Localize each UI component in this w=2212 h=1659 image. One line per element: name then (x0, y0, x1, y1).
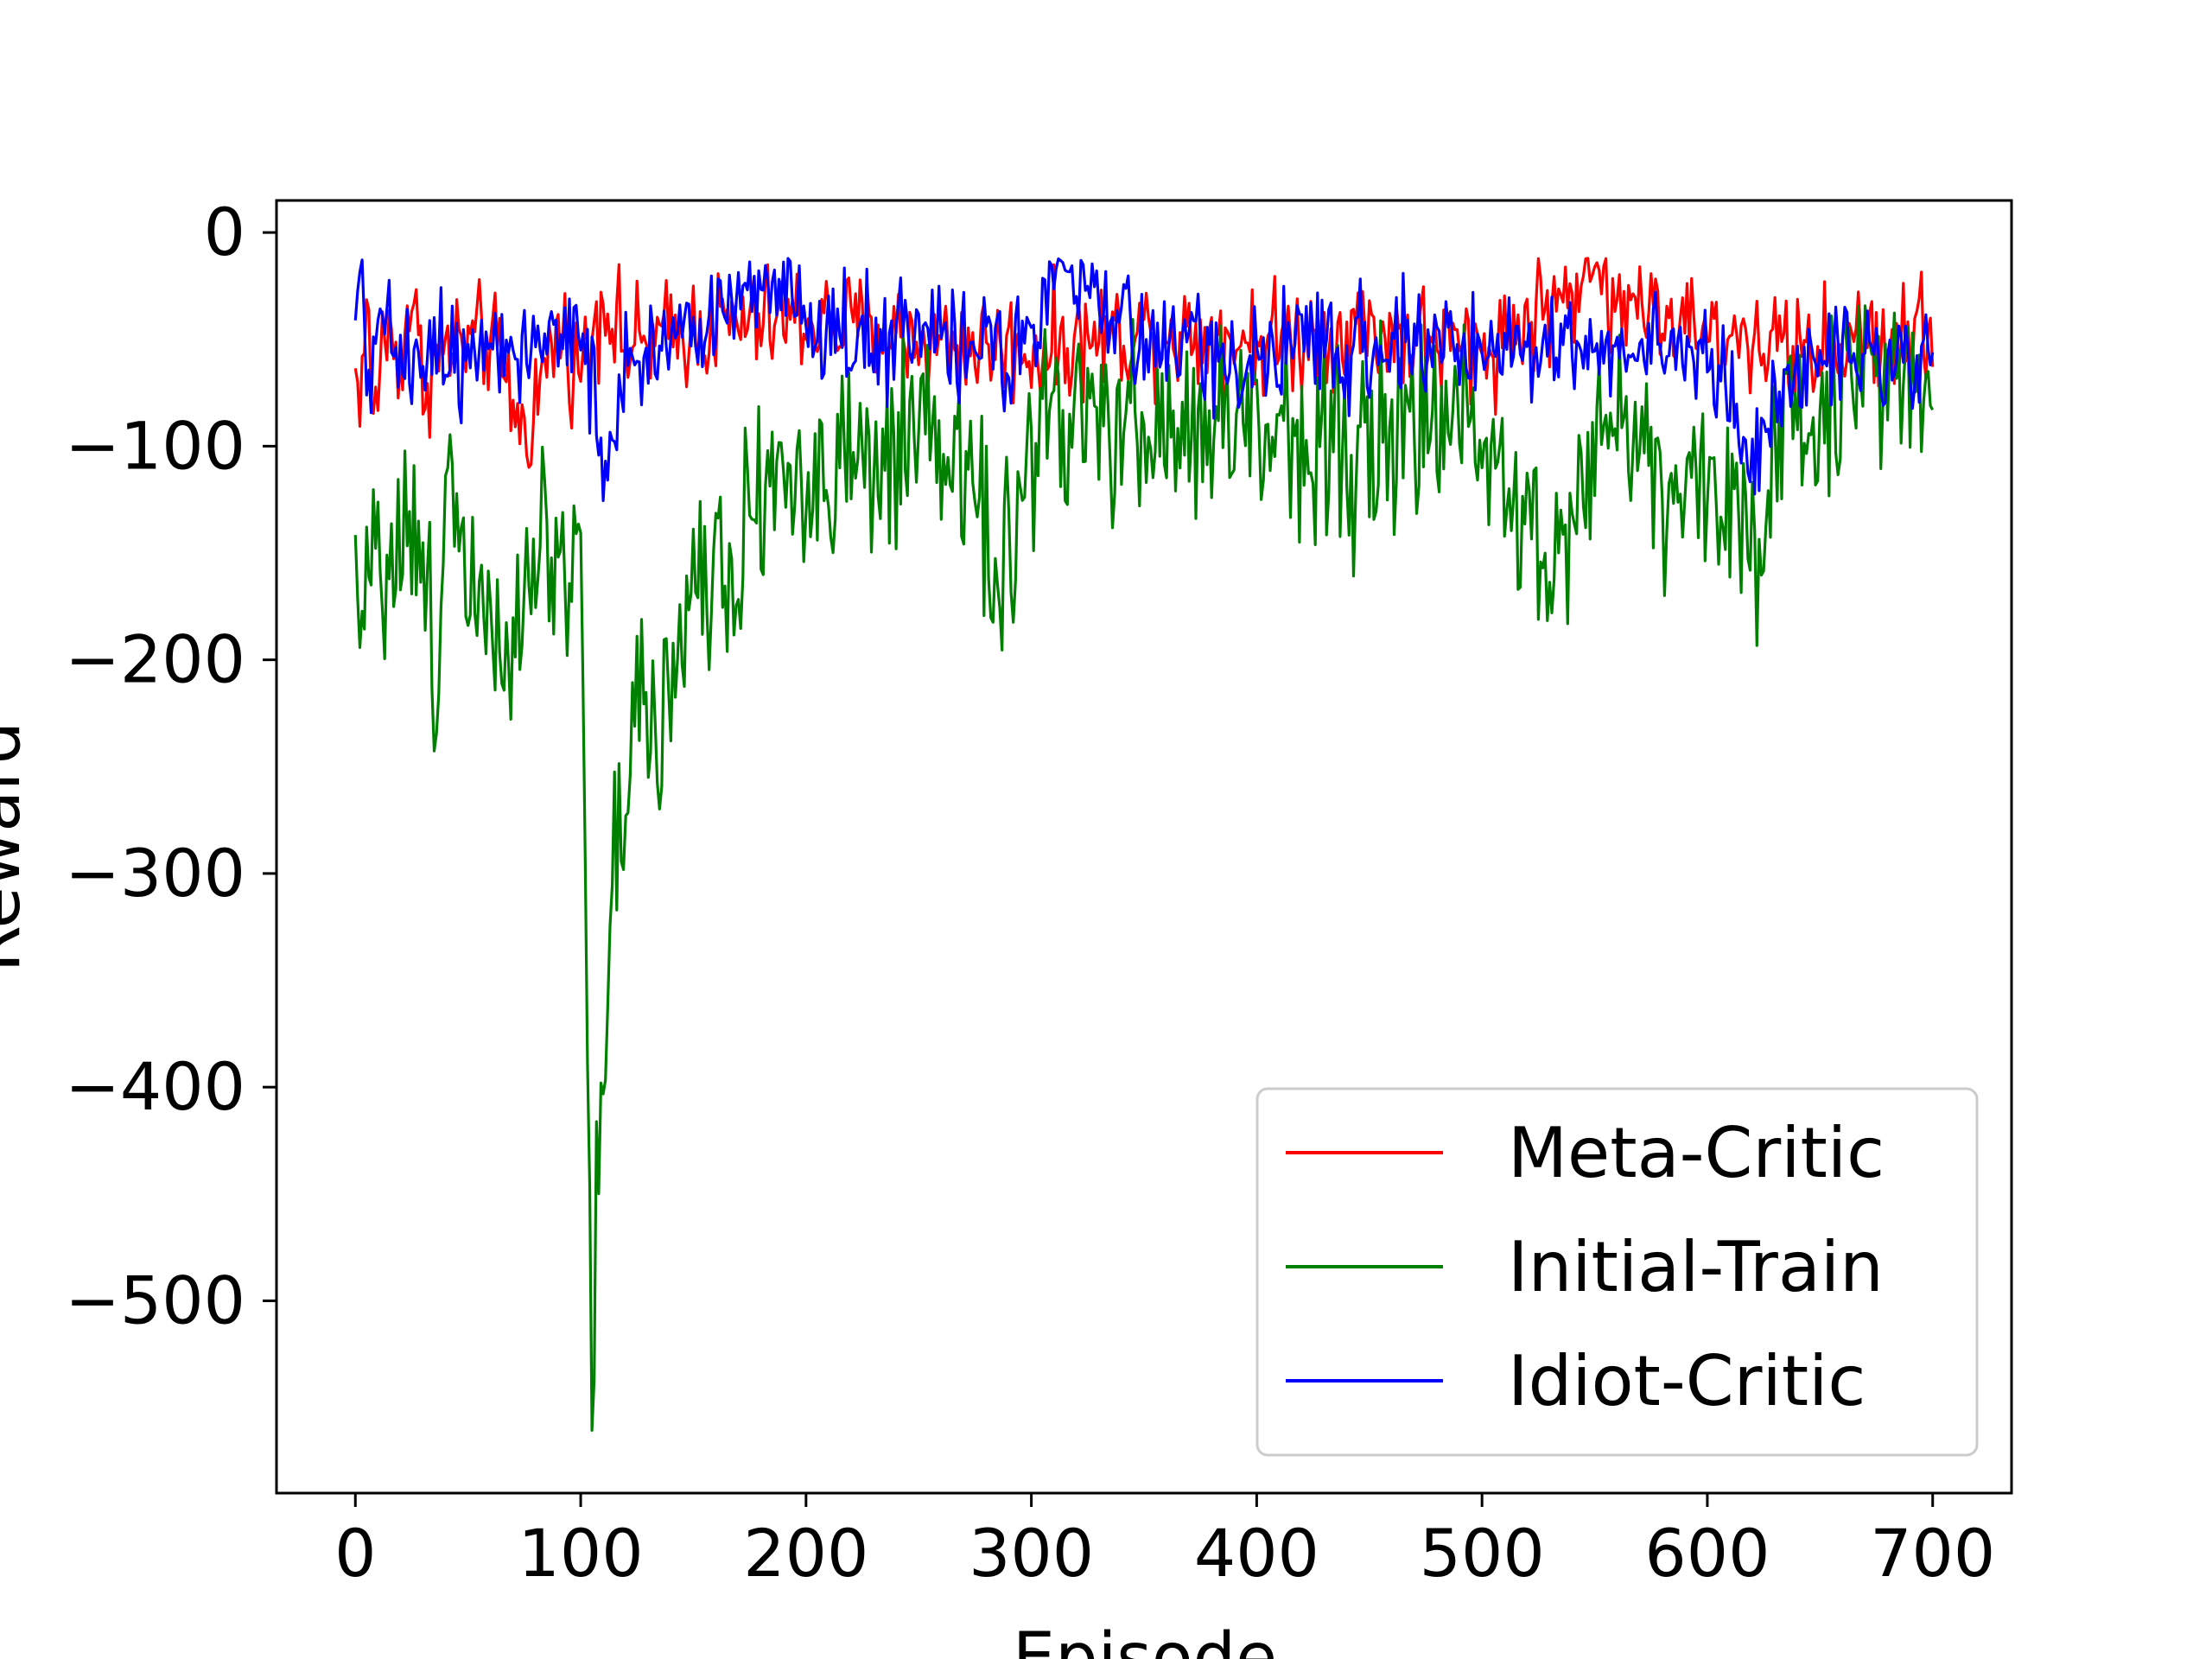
plot-frame (275, 199, 2013, 1495)
y-tick-label: −500 (65, 1262, 245, 1338)
x-axis: 0 100 200 300 400 500 600 700 (334, 1493, 1995, 1592)
legend: Meta-Critic Initial-Train Idiot-Critic (1255, 1087, 1979, 1457)
y-axis: 0 −100 −200 −300 −400 −500 (65, 194, 276, 1338)
legend-label: Idiot-Critic (1508, 1341, 1866, 1421)
y-axis-label: Reward (0, 721, 35, 972)
y-tick-label: −300 (65, 835, 245, 912)
x-tick-label: 100 (518, 1515, 644, 1592)
x-tick-label: 0 (334, 1515, 376, 1592)
y-tick-label: −200 (65, 621, 245, 698)
legend-label: Meta-Critic (1508, 1113, 1885, 1193)
x-axis-label: Episode (1013, 1619, 1277, 1659)
x-tick-label: 700 (1870, 1515, 1995, 1592)
y-tick-label: −100 (65, 407, 245, 484)
x-tick-label: 300 (969, 1515, 1094, 1592)
legend-box (1255, 1087, 1979, 1457)
legend-label: Initial-Train (1508, 1227, 1884, 1307)
x-tick-label: 600 (1644, 1515, 1770, 1592)
series-line-initial-train (353, 304, 1935, 1433)
x-tick-label: 400 (1194, 1515, 1319, 1592)
series-line-idiot-critic (353, 257, 1935, 503)
y-tick-label: 0 (204, 194, 245, 270)
x-tick-label: 200 (743, 1515, 868, 1592)
y-tick-label: −400 (65, 1048, 245, 1125)
series-line-meta-critic (353, 257, 1935, 469)
series-layer (353, 257, 1935, 1433)
x-tick-label: 500 (1420, 1515, 1545, 1592)
